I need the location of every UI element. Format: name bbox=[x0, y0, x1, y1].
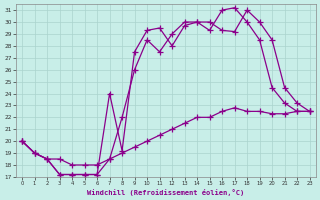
X-axis label: Windchill (Refroidissement éolien,°C): Windchill (Refroidissement éolien,°C) bbox=[87, 189, 244, 196]
